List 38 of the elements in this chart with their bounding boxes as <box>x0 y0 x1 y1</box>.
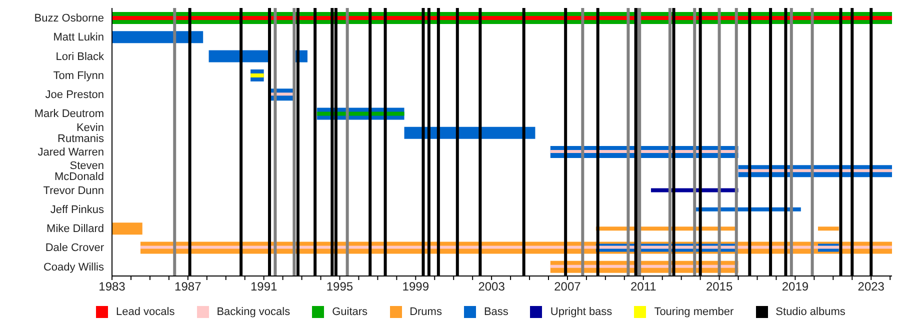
x-tick-label: 2019 <box>782 280 809 294</box>
legend-label: Upright bass <box>550 306 612 318</box>
x-tick-label: 2003 <box>478 280 506 294</box>
bar <box>818 226 839 231</box>
y-tick-label: Mark Deutrom <box>34 108 104 120</box>
x-tick-label: 2015 <box>706 280 733 294</box>
x-tick-label: 1987 <box>174 280 202 294</box>
bar <box>250 73 264 78</box>
legend-label: Guitars <box>332 306 368 318</box>
legend-label: Bass <box>484 306 508 318</box>
bar <box>112 222 142 235</box>
legend-label: Touring member <box>654 306 734 318</box>
y-tick-label: Kevin Rutmanis <box>58 122 104 145</box>
x-tick-label: 1995 <box>326 280 354 294</box>
y-tick-label: Buzz Osborne <box>34 12 104 24</box>
bar <box>112 31 204 44</box>
x-tick-label: 1999 <box>402 280 430 294</box>
y-tick-label: Mike Dillard <box>46 223 104 236</box>
x-tick-label: 2023 <box>858 280 885 294</box>
x-tick-label: 1983 <box>98 280 126 294</box>
x-tick-label: 2011 <box>630 280 657 294</box>
legend-label: Drums <box>410 306 442 318</box>
y-tick-label: Matt Lukin <box>53 32 104 44</box>
y-tick-label: Coady Willis <box>43 261 104 274</box>
y-tick-label: Jared Warren <box>38 146 104 158</box>
x-tick-label: 1991 <box>250 280 278 294</box>
legend-label: Studio albums <box>776 306 846 318</box>
legend-label: Backing vocals <box>216 306 290 318</box>
y-tick-label: Dale Crover <box>45 242 104 254</box>
y-tick-label: Steven McDonald <box>54 160 104 184</box>
legend-label: Lead vocals <box>116 306 175 318</box>
y-tick-label: Trevor Dunn <box>43 184 104 197</box>
y-tick-label: Jeff Pinkus <box>50 204 104 216</box>
y-tick-label: Tom Flynn <box>53 70 104 82</box>
y-tick-label: Lori Black <box>56 50 104 63</box>
x-tick-label: 2007 <box>554 280 582 294</box>
bar <box>208 50 270 62</box>
y-tick-label: Joe Preston <box>45 89 104 102</box>
